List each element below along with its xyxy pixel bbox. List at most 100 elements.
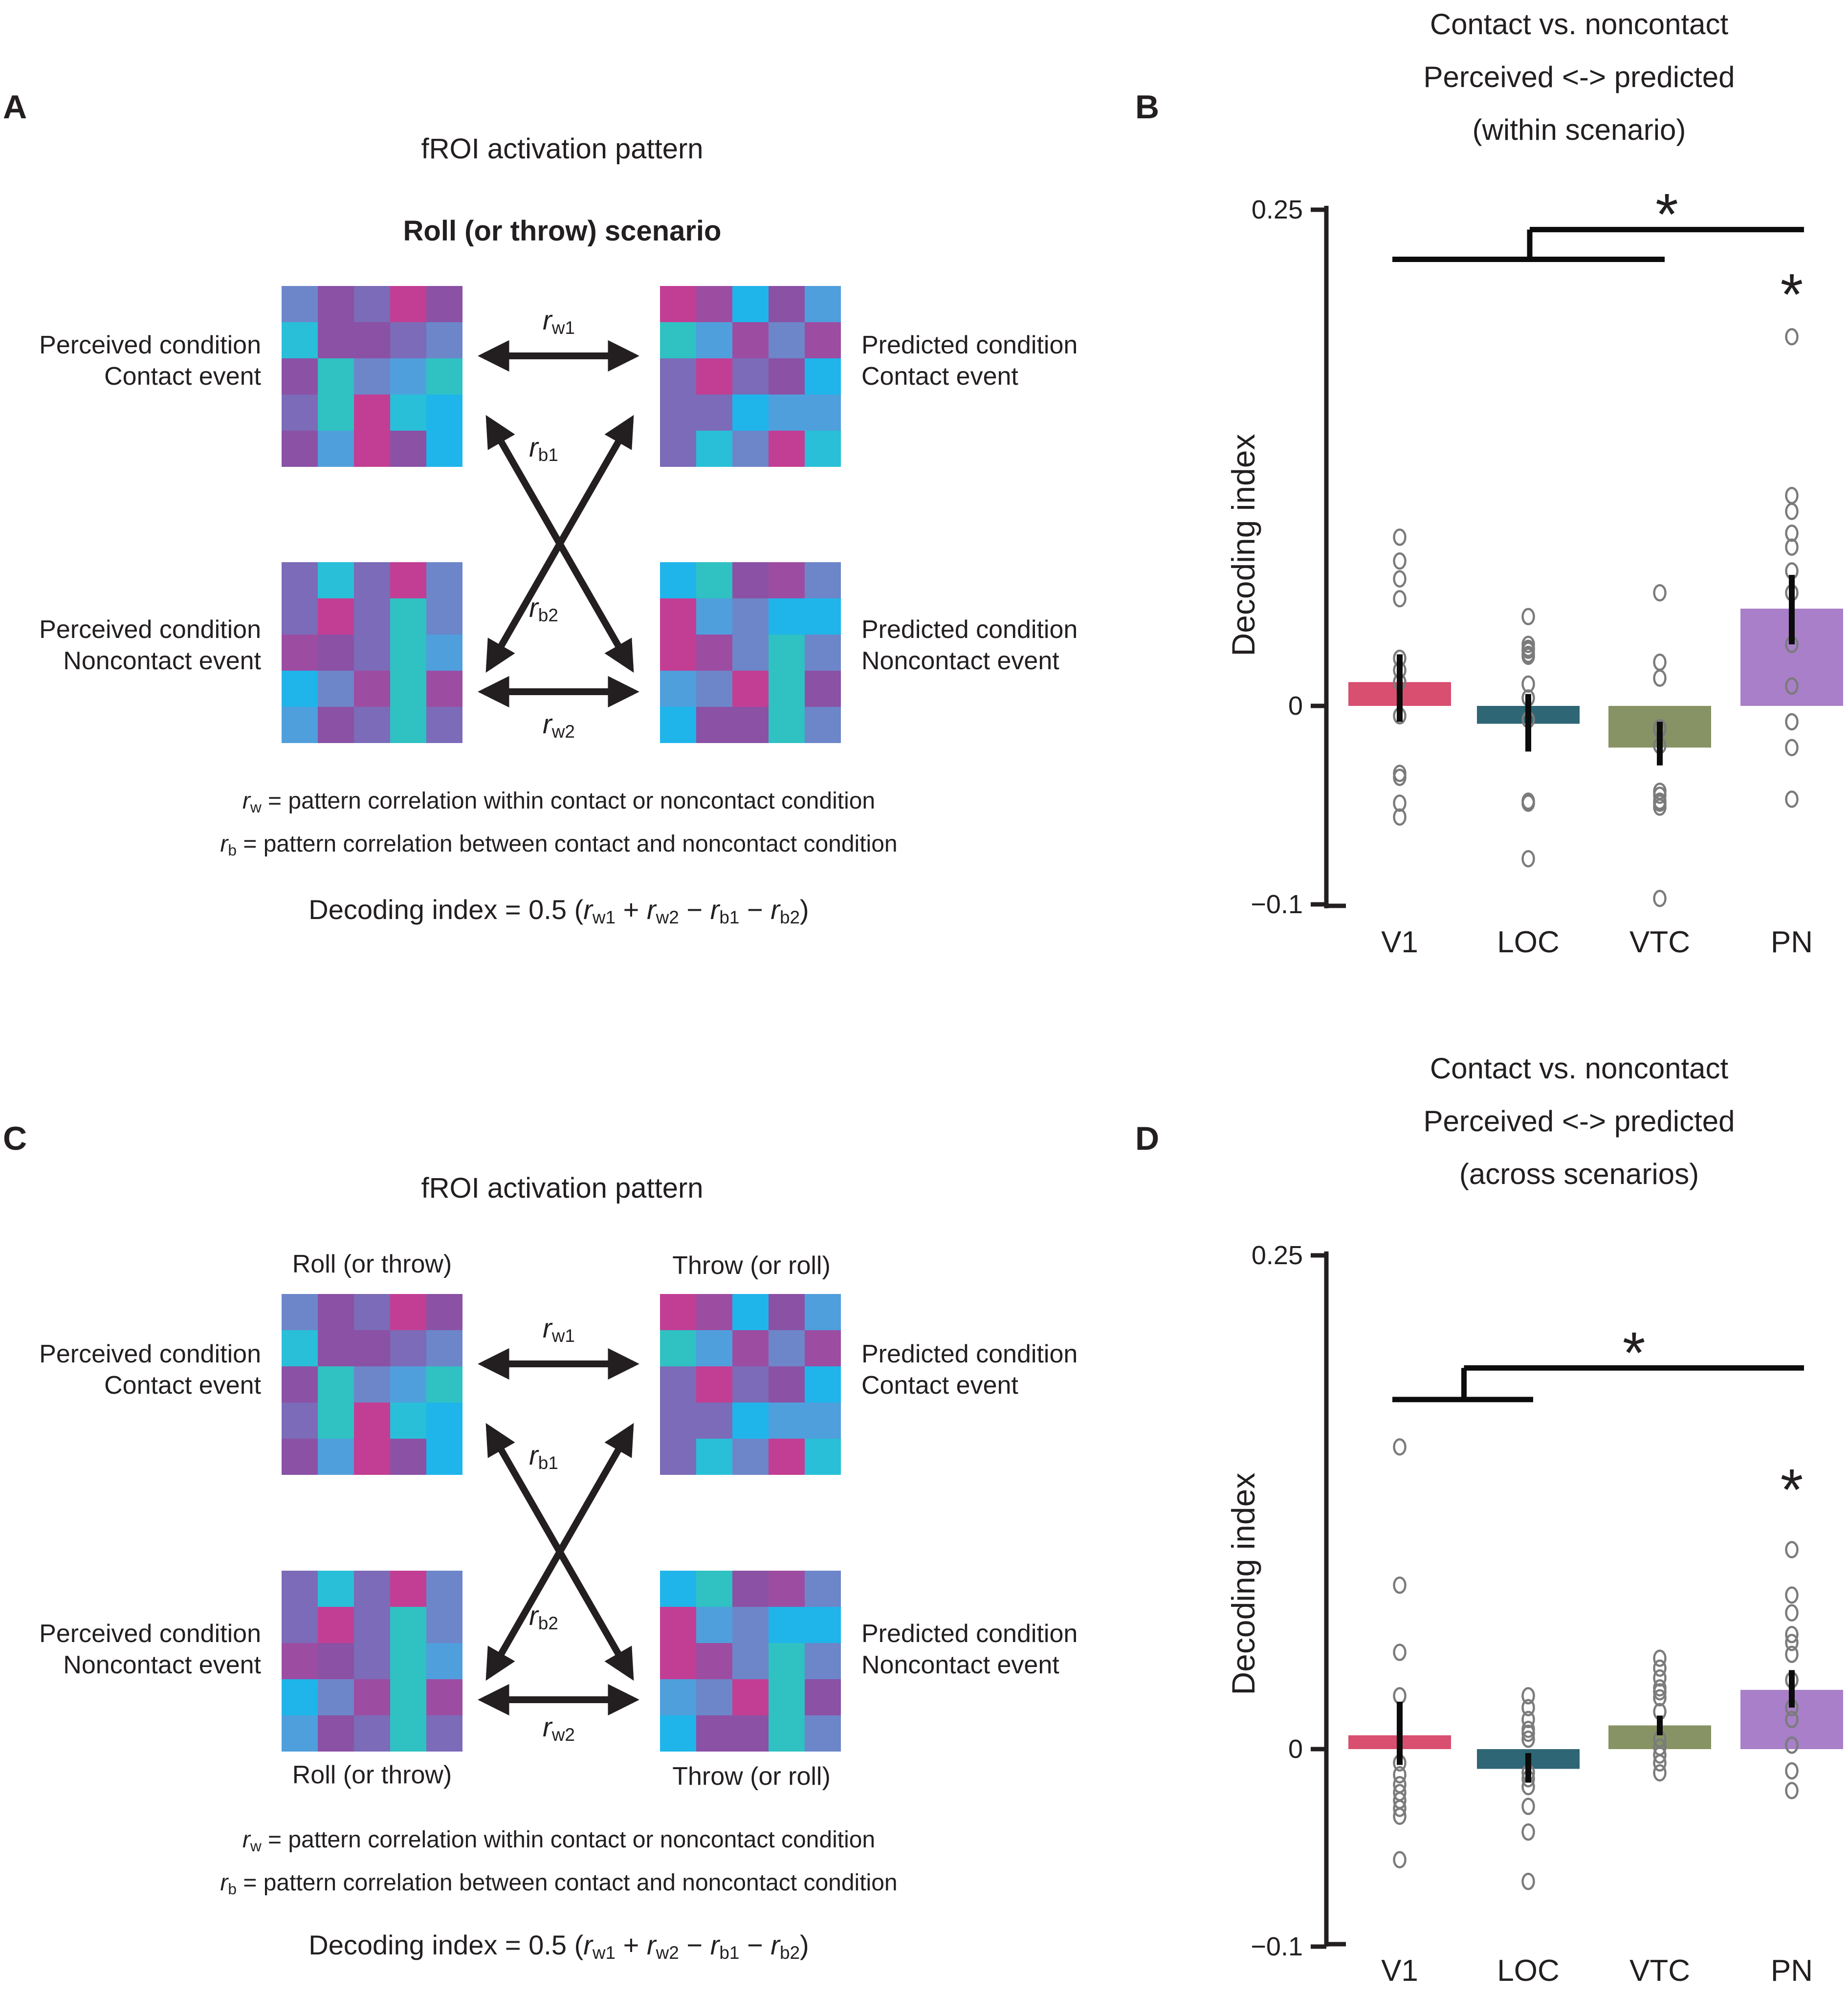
y-tick-label: −0.1 <box>1251 890 1303 919</box>
grid-cell <box>660 598 696 635</box>
grid-cell <box>769 1366 805 1403</box>
grid-cell <box>769 431 805 467</box>
grid-cell <box>354 1366 390 1403</box>
data-point-LOC <box>1521 647 1535 665</box>
grid-cell <box>390 1439 426 1475</box>
grid-cell <box>732 431 769 467</box>
grid-cell <box>390 1366 426 1403</box>
data-point-V1 <box>1393 1576 1407 1594</box>
data-point-VTC <box>1653 669 1667 687</box>
grid-cell <box>426 1403 462 1439</box>
grid-cell <box>282 598 318 635</box>
y-tick-label: 0.25 <box>1252 195 1303 224</box>
label-predicted-noncontact-c: Predicted condition Noncontact event <box>861 1620 1078 1679</box>
grid-cell <box>732 598 769 635</box>
data-point-PN <box>1785 1604 1799 1622</box>
significance-star-group: * <box>1655 182 1678 247</box>
data-point-VTC <box>1653 1746 1667 1764</box>
grid-cell <box>426 635 462 671</box>
chart-title-line: Perceived <-> predicted <box>1423 61 1735 93</box>
grid-cell <box>390 1643 426 1679</box>
rb-arrow-up <box>485 415 634 673</box>
grid-cell <box>318 1607 354 1643</box>
grid-cell <box>390 598 426 635</box>
data-point-LOC <box>1521 850 1535 868</box>
grid-cell <box>390 1294 426 1330</box>
label-perceived-noncontact-c: Perceived condition Noncontact event <box>39 1620 261 1679</box>
data-point-PN <box>1785 328 1799 346</box>
data-point-PN <box>1785 1710 1799 1729</box>
grid-cell <box>354 431 390 467</box>
grid-cell <box>696 598 732 635</box>
grid-cell <box>696 431 732 467</box>
y-tick-label: 0 <box>1288 691 1303 721</box>
data-point-VTC <box>1653 890 1667 907</box>
caption-throw-top: Throw (or roll) <box>672 1251 831 1280</box>
grid-cell <box>732 1715 769 1752</box>
grid-cell <box>805 1439 841 1475</box>
chart-panel-D: Contact vs. noncontact Perceived <-> pred… <box>1225 1052 1843 1988</box>
grid-cell <box>769 562 805 598</box>
grid-cell <box>426 671 462 707</box>
significance-star-category: * <box>1781 1457 1804 1523</box>
chart-title-line: (across scenarios) <box>1459 1158 1699 1190</box>
grid-cell <box>282 1294 318 1330</box>
grid-cell <box>318 562 354 598</box>
grid-cell <box>769 1294 805 1330</box>
panel-c-title: fROI activation pattern <box>421 1172 704 1204</box>
grid-cell <box>426 1330 462 1366</box>
grid-cell <box>318 395 354 431</box>
data-point-LOC <box>1521 1731 1535 1748</box>
grid-cell <box>282 707 318 743</box>
grid-cell <box>732 635 769 671</box>
data-point-VTC <box>1653 1754 1667 1772</box>
grid-cell <box>696 1366 732 1403</box>
grid-cell <box>282 1403 318 1439</box>
grid-cell <box>696 562 732 598</box>
label-perceived-noncontact-a: Perceived condition Noncontact event <box>39 615 261 675</box>
grid-cell <box>732 1366 769 1403</box>
data-point-V1 <box>1393 1766 1407 1784</box>
panel-d-letter: D <box>1135 1120 1160 1157</box>
grid-cell <box>660 1330 696 1366</box>
grid-cell <box>426 1366 462 1403</box>
grid-cell <box>769 395 805 431</box>
equation-decoding-index-c: Decoding index = 0.5 (rw1 + rw2 − rb1 − … <box>308 1929 809 1963</box>
x-category-label: PN <box>1771 925 1813 959</box>
rw2-label-c: rw2 <box>543 1711 575 1745</box>
grid-cell <box>354 1715 390 1752</box>
grid-cell <box>282 1607 318 1643</box>
grid-cell <box>282 358 318 395</box>
grid-cell <box>696 707 732 743</box>
data-point-VTC <box>1653 1683 1667 1701</box>
grid-cell <box>769 322 805 358</box>
rb1-label-c: rb1 <box>529 1440 558 1473</box>
panel-a-subtitle: Roll (or throw) scenario <box>403 215 722 247</box>
caption-roll-top: Roll (or throw) <box>292 1250 452 1278</box>
grid-cell <box>660 1571 696 1607</box>
label-predicted-contact-a: Predicted condition Contact event <box>861 331 1078 391</box>
grid-cell <box>696 671 732 707</box>
grid-cell <box>282 1715 318 1752</box>
x-category-label: V1 <box>1381 1954 1418 1988</box>
activation-grid-predicted-noncontact-a <box>660 562 841 743</box>
data-point-PN <box>1785 1541 1799 1558</box>
grid-cell <box>696 395 732 431</box>
data-point-PN <box>1785 739 1799 757</box>
grid-cell <box>660 1294 696 1330</box>
label-predicted-noncontact-a: Predicted condition Noncontact event <box>861 615 1078 675</box>
grid-cell <box>696 358 732 395</box>
grid-cell <box>732 1403 769 1439</box>
data-point-VTC <box>1653 1649 1667 1667</box>
grid-cell <box>390 1715 426 1752</box>
grid-cell <box>318 1439 354 1475</box>
x-category-label: V1 <box>1381 925 1418 959</box>
grid-cell <box>354 635 390 671</box>
grid-cell <box>282 1571 318 1607</box>
grid-cell <box>805 1679 841 1715</box>
grid-cell <box>354 707 390 743</box>
grid-cell <box>318 286 354 322</box>
grid-cell <box>696 1607 732 1643</box>
grid-cell <box>318 1679 354 1715</box>
